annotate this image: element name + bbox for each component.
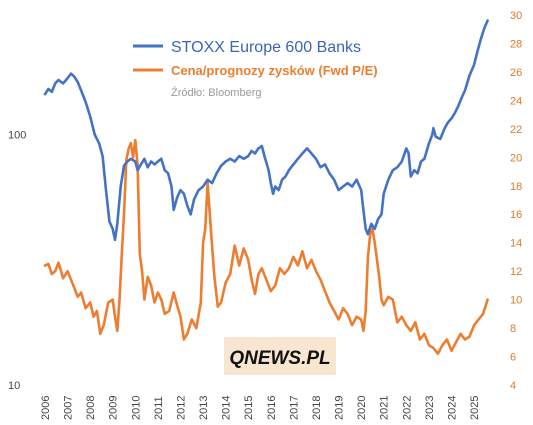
y-axis-right: 4 6 8 10 12 14 16 18 20 22 24 26 28 30 xyxy=(510,10,522,392)
x-tick-label: 2012 xyxy=(176,396,188,420)
x-tick-label: 2019 xyxy=(334,396,346,420)
x-tick-label: 2016 xyxy=(266,396,278,420)
x-tick-label: 2007 xyxy=(63,396,75,420)
x-tick-label: 2023 xyxy=(424,396,436,420)
y-axis-left: 10 100 xyxy=(8,130,26,393)
x-tick-label: 2018 xyxy=(311,396,323,420)
legend: STOXX Europe 600 Banks Cena/prognozy zys… xyxy=(133,39,378,99)
x-tick-label: 2006 xyxy=(40,396,52,420)
y-right-tick-label: 4 xyxy=(510,380,516,392)
x-tick-label: 2022 xyxy=(401,396,413,420)
x-axis: 2006 2007 2008 2009 2010 2011 2012 2013 2014 2015… xyxy=(40,396,481,420)
watermark-text: QNEWS.PL xyxy=(229,348,330,369)
x-tick-label: 2020 xyxy=(356,396,368,420)
y-right-tick-label: 8 xyxy=(510,323,516,335)
x-tick-label: 2021 xyxy=(379,396,391,420)
x-tick-label: 2017 xyxy=(288,396,300,420)
y-right-tick-label: 24 xyxy=(510,95,522,107)
y-right-tick-label: 22 xyxy=(510,124,522,136)
x-tick-label: 2008 xyxy=(85,396,97,420)
x-tick-label: 2025 xyxy=(469,396,481,420)
x-tick-label: 2014 xyxy=(221,396,233,420)
legend-label-stoxx-banks: STOXX Europe 600 Banks xyxy=(171,39,361,56)
y-left-tick-label: 10 xyxy=(8,380,20,392)
series-line-forward-pe xyxy=(43,138,489,355)
x-tick-label: 2013 xyxy=(198,396,210,420)
watermark: QNEWS.PL xyxy=(224,337,336,375)
x-tick-label: 2015 xyxy=(243,396,255,420)
y-right-tick-label: 16 xyxy=(510,209,522,221)
y-right-tick-label: 26 xyxy=(510,67,522,79)
y-left-tick-label: 100 xyxy=(8,130,26,142)
x-tick-label: 2011 xyxy=(153,396,165,420)
y-right-tick-label: 30 xyxy=(510,10,522,22)
y-right-tick-label: 12 xyxy=(510,266,522,278)
series-line-stoxx-banks xyxy=(43,19,489,242)
y-right-tick-label: 10 xyxy=(510,295,522,307)
source-note: Źródło: Bloomberg xyxy=(171,86,262,99)
x-tick-label: 2024 xyxy=(447,396,459,420)
x-tick-label: 2010 xyxy=(130,396,142,420)
legend-label-forward-pe: Cena/prognozy zysków (Fwd P/E) xyxy=(171,63,378,78)
watermark-background xyxy=(224,337,336,375)
y-right-tick-label: 6 xyxy=(510,352,516,364)
y-right-tick-label: 20 xyxy=(510,152,522,164)
y-right-tick-label: 14 xyxy=(510,238,522,250)
y-right-tick-label: 28 xyxy=(510,39,522,51)
y-right-tick-label: 18 xyxy=(510,181,522,193)
x-tick-label: 2009 xyxy=(108,396,120,420)
